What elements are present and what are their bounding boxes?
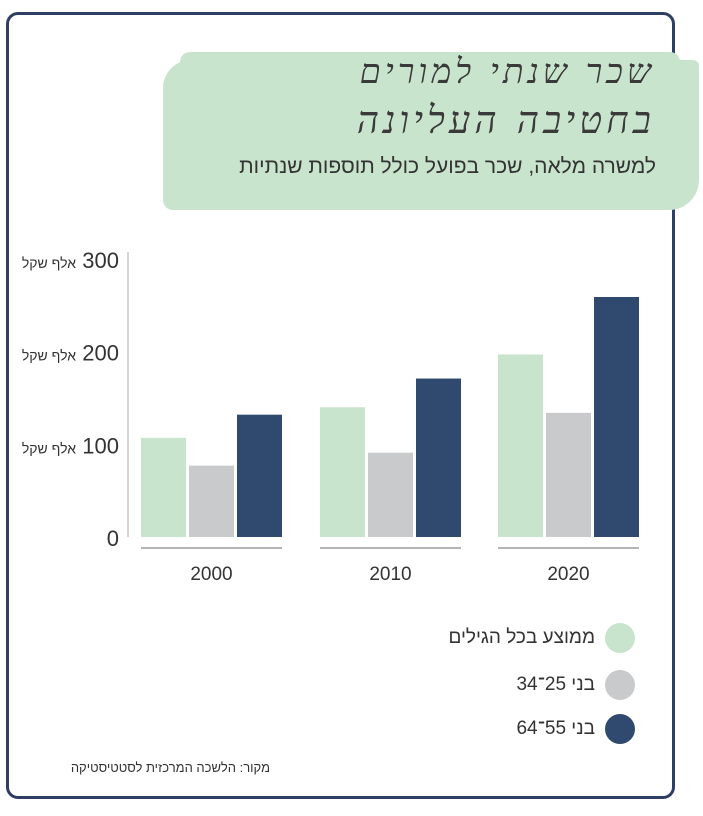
- chart-title-line1: שכר שנתי למורים: [359, 52, 655, 92]
- bar-2010-series-2: [368, 452, 413, 537]
- bar-2010-series-3: [416, 378, 461, 537]
- bar-2020-series-3: [594, 296, 639, 537]
- legend-item-ages-25-34: בני 25־34: [516, 670, 635, 700]
- y-tick-value: 0: [107, 526, 119, 551]
- y-tick-value: 200: [82, 341, 119, 366]
- bar-2010-series-1: [320, 407, 365, 537]
- legend-swatch-ages-25-34: [605, 670, 635, 700]
- x-tick-label: 2020: [547, 564, 589, 585]
- y-tick-value: 300: [82, 248, 119, 273]
- bar-2020-series-2: [546, 412, 591, 537]
- chart-title-line2: בחטיבה העליונה: [356, 98, 655, 142]
- y-tick-unit: אלף שקל: [22, 440, 76, 456]
- x-tick-label: 2000: [190, 564, 232, 585]
- chart-subtitle: למשרה מלאה, שכר בפועל כולל תוספות שנתיות: [239, 155, 656, 178]
- bar-2000-series-2: [189, 465, 234, 537]
- chart-frame: [6, 12, 675, 799]
- bar-2020-series-1: [498, 354, 543, 537]
- legend-item-ages-55-64: בני 55־64: [516, 714, 635, 744]
- y-axis-ticks: 0 100 אלף שקל 200 אלף שקל 300 אלף שקל: [22, 248, 119, 551]
- source-note: מקור: הלשכה המרכזית לסטטיסטיקה: [70, 760, 270, 775]
- legend-label-ages-55-64: בני 55־64: [516, 718, 595, 739]
- legend-item-average: ממוצע בכל הגילים: [448, 623, 635, 653]
- bar-2000-series-3: [237, 414, 282, 537]
- legend-label-ages-25-34: בני 25־34: [516, 674, 595, 695]
- bar-groups: 2000 2010 2020: [141, 296, 639, 585]
- y-tick-value: 100: [82, 433, 119, 458]
- y-tick-unit: אלף שקל: [22, 255, 76, 271]
- bar-2000-series-1: [141, 437, 186, 537]
- x-tick-label: 2010: [369, 564, 411, 585]
- y-tick-unit: אלף שקל: [22, 348, 76, 364]
- legend-label-average: ממוצע בכל הגילים: [448, 627, 595, 648]
- legend-swatch-ages-55-64: [605, 714, 635, 744]
- legend-swatch-average: [605, 623, 635, 653]
- title-brush-stroke: [163, 60, 699, 210]
